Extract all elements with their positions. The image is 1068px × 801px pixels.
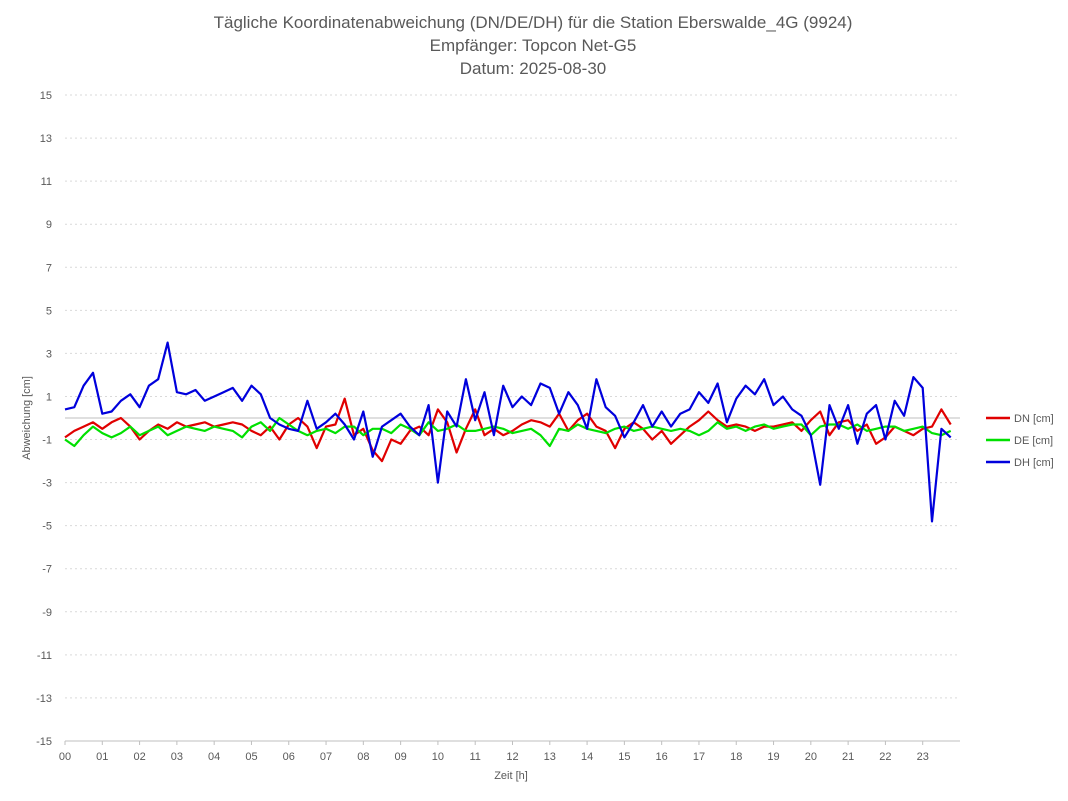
x-tick-label: 21 bbox=[842, 751, 854, 763]
x-tick-label: 22 bbox=[879, 751, 891, 763]
y-axis-label: Abweichung [cm] bbox=[21, 376, 33, 460]
x-tick-label: 06 bbox=[283, 751, 295, 763]
legend-label: DH [cm] bbox=[1014, 457, 1054, 469]
y-tick-label: 9 bbox=[46, 219, 52, 231]
y-tick-label: -9 bbox=[42, 607, 52, 619]
x-tick-label: 08 bbox=[357, 751, 369, 763]
x-tick-label: 12 bbox=[506, 751, 518, 763]
x-tick-label: 00 bbox=[59, 751, 71, 763]
x-tick-label: 15 bbox=[618, 751, 630, 763]
y-tick-label: 13 bbox=[40, 133, 52, 145]
x-tick-label: 01 bbox=[96, 751, 108, 763]
legend: DN [cm] DE [cm] DH [cm] bbox=[986, 413, 1054, 469]
legend-label: DN [cm] bbox=[1014, 413, 1054, 425]
y-tick-label: 3 bbox=[46, 348, 52, 360]
x-tick-label: 10 bbox=[432, 751, 444, 763]
x-tick-label: 18 bbox=[730, 751, 742, 763]
y-tick-label: -5 bbox=[42, 521, 52, 533]
y-tick-label: 7 bbox=[46, 262, 52, 274]
x-tick-label: 14 bbox=[581, 751, 593, 763]
x-tick-label: 11 bbox=[469, 751, 480, 763]
y-tick-label: -3 bbox=[42, 478, 52, 490]
chart-title-line-1: Tägliche Koordinatenabweichung (DN/DE/DH… bbox=[214, 13, 853, 32]
x-tick-label: 17 bbox=[693, 751, 705, 763]
x-tick-label: 19 bbox=[767, 751, 779, 763]
x-tick-label: 20 bbox=[805, 751, 817, 763]
y-tick-label: 15 bbox=[40, 90, 52, 102]
y-tick-label: -7 bbox=[42, 564, 52, 576]
y-tick-label: -11 bbox=[37, 650, 52, 662]
x-axis-label: Zeit [h] bbox=[494, 770, 528, 782]
y-axis-ticks: 15 13 11 9 7 5 3 1 -1 -3 -5 -7 -9 -11 -13 -15 bbox=[36, 90, 52, 748]
x-tick-label: 02 bbox=[133, 751, 145, 763]
chart-title-line-3: Datum: 2025-08-30 bbox=[460, 59, 606, 78]
x-tick-label: 09 bbox=[395, 751, 407, 763]
legend-label: DE [cm] bbox=[1014, 435, 1053, 447]
y-tick-label: 1 bbox=[46, 391, 52, 403]
x-tick-label: 13 bbox=[544, 751, 556, 763]
y-tick-label: -15 bbox=[36, 736, 52, 748]
y-tick-label: -1 bbox=[42, 435, 52, 447]
x-tick-label: 04 bbox=[208, 751, 220, 763]
series-line-de bbox=[64, 416, 952, 448]
x-tick-label: 23 bbox=[917, 751, 929, 763]
series-line-dn bbox=[64, 397, 952, 463]
y-tick-label: 5 bbox=[46, 305, 52, 317]
x-axis-ticks: 00 01 02 03 04 05 06 07 08 09 10 11 12 13 14 15 16 17 18 19… bbox=[59, 741, 929, 763]
y-tick-label: 11 bbox=[41, 176, 52, 188]
series-lines bbox=[64, 341, 952, 523]
x-tick-label: 07 bbox=[320, 751, 332, 763]
y-tick-label: -13 bbox=[36, 693, 52, 705]
x-tick-label: 03 bbox=[171, 751, 183, 763]
x-tick-label: 16 bbox=[656, 751, 668, 763]
x-tick-label: 05 bbox=[245, 751, 257, 763]
chart-title-line-2: Empfänger: Topcon Net-G5 bbox=[430, 36, 637, 55]
series-line-dh bbox=[64, 341, 952, 523]
